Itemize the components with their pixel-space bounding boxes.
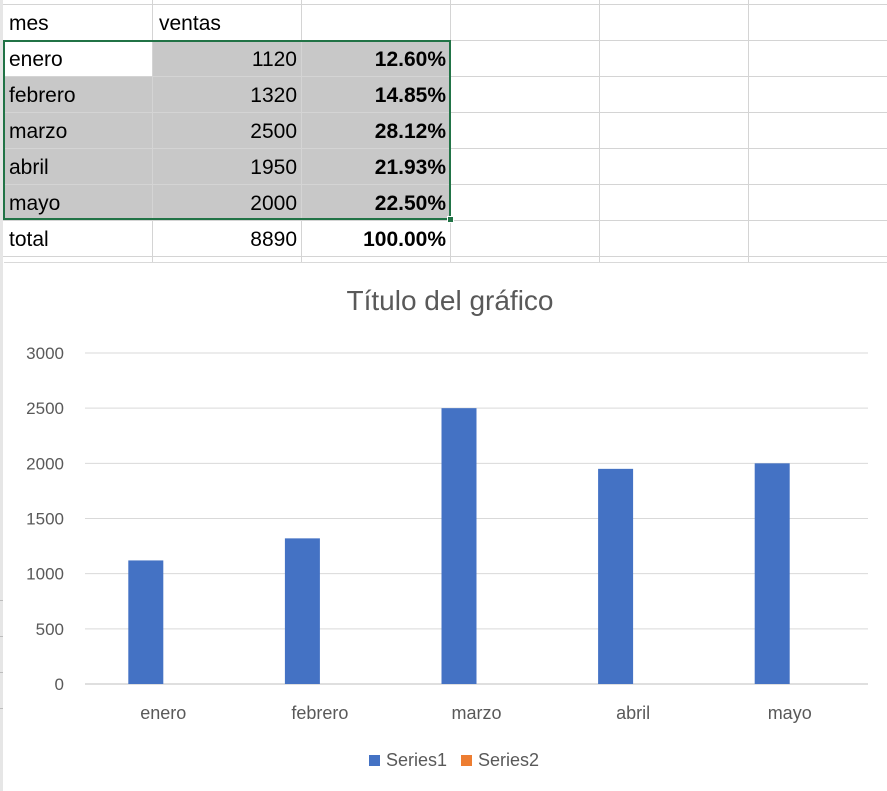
cell-mes[interactable]: enero: [9, 48, 63, 71]
cell-ventas[interactable]: 1950: [153, 149, 301, 184]
cell-ventas[interactable]: 2500: [153, 113, 301, 148]
y-tick-label: 0: [55, 675, 64, 694]
bar-series1-enero[interactable]: [128, 560, 164, 684]
x-tick-label: mayo: [768, 703, 812, 723]
col-divider: [599, 0, 600, 262]
x-tick-label: marzo: [451, 703, 501, 723]
cell-pct[interactable]: 12.60%: [302, 41, 450, 76]
y-tick-label: 1500: [26, 510, 64, 529]
col-divider: [748, 0, 749, 262]
x-tick-label: enero: [140, 703, 186, 723]
cell-mes[interactable]: marzo: [3, 113, 152, 148]
chart-legend[interactable]: Series1 Series2: [0, 750, 887, 771]
legend-swatch-icon: [368, 755, 380, 766]
edge-tick: [0, 708, 3, 709]
col-divider: [301, 0, 302, 262]
row-divider: [0, 112, 887, 113]
row-divider: [0, 256, 887, 257]
row-divider: [0, 184, 887, 185]
row-divider: [0, 4, 887, 5]
cell-pct[interactable]: 22.50%: [302, 185, 450, 220]
bar-series1-abril[interactable]: [598, 468, 634, 684]
row-divider: [0, 220, 887, 221]
row-divider: [0, 76, 887, 77]
x-tick-label: abril: [616, 703, 650, 723]
legend-label: Series2: [478, 750, 540, 770]
cell-ventas[interactable]: 2000: [153, 185, 301, 220]
bar-series1-mayo[interactable]: [754, 463, 790, 684]
cell-total-pct[interactable]: 100.00%: [363, 228, 446, 251]
bar-series1-febrero[interactable]: [284, 538, 320, 684]
legend-label: Series1: [385, 750, 447, 770]
cell-pct[interactable]: 14.85%: [302, 77, 450, 112]
y-tick-label: 3000: [26, 344, 64, 363]
x-axis-ticks: enero febrero marzo abril mayo: [140, 703, 811, 723]
header-cell-mes[interactable]: mes: [9, 12, 49, 35]
col-divider: [152, 0, 153, 262]
legend-swatch-icon: [461, 755, 472, 766]
legend-item-series1[interactable]: Series1: [368, 750, 447, 771]
y-tick-label: 1000: [26, 565, 64, 584]
chart-title[interactable]: Título del gráfico: [346, 285, 554, 316]
bar-series1-marzo[interactable]: [441, 408, 477, 684]
legend-item-series2[interactable]: Series2: [461, 750, 539, 771]
cell-ventas[interactable]: 1320: [153, 77, 301, 112]
spreadsheet-grid: mes ventas enero 1120 12.60% febrero 132…: [0, 0, 887, 262]
y-tick-label: 500: [36, 620, 64, 639]
edge-tick: [0, 600, 3, 601]
cell-total-label[interactable]: total: [9, 228, 49, 251]
cell-mes[interactable]: mayo: [3, 185, 152, 220]
cell-mes[interactable]: febrero: [3, 77, 152, 112]
row-divider: [0, 148, 887, 149]
cell-mes[interactable]: abril: [3, 149, 152, 184]
bars: [128, 408, 790, 684]
cell-pct[interactable]: 28.12%: [302, 113, 450, 148]
sheet-left-edge: [0, 0, 3, 791]
header-cell-ventas[interactable]: ventas: [159, 12, 221, 35]
y-axis-ticks: 0 500 1000 1500 2000 2500 3000: [26, 344, 64, 694]
cell-pct[interactable]: 21.93%: [302, 149, 450, 184]
edge-tick: [0, 672, 3, 673]
fill-handle[interactable]: [447, 216, 454, 223]
x-tick-label: febrero: [291, 703, 348, 723]
cell-ventas[interactable]: 1120: [153, 41, 301, 76]
y-tick-label: 2500: [26, 399, 64, 418]
cell-total-ventas[interactable]: 8890: [250, 228, 297, 251]
y-tick-label: 2000: [26, 454, 64, 473]
edge-tick: [0, 636, 3, 637]
